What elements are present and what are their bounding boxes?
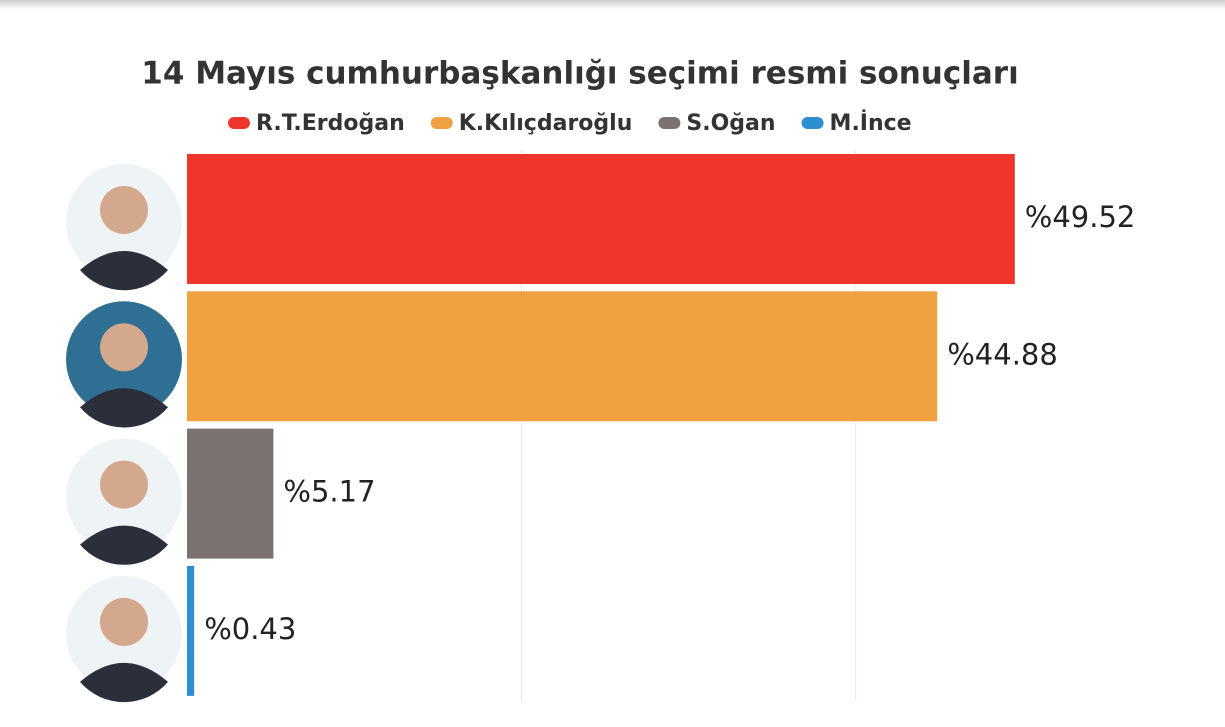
candidate-photo	[66, 301, 182, 428]
value-label: %44.88	[947, 337, 1058, 371]
bar	[187, 428, 274, 559]
candidate-photo	[66, 164, 182, 291]
bar	[187, 154, 1015, 284]
photo-head	[100, 597, 148, 646]
photo-head	[100, 186, 148, 234]
legend-swatch	[430, 117, 453, 129]
bar	[187, 291, 938, 422]
legend-label: M.İnce	[830, 110, 912, 136]
candidate-photo	[66, 575, 182, 703]
legend-item: R.T.Erdoğan	[228, 111, 405, 136]
legend-swatch	[228, 117, 250, 129]
photo-head	[100, 323, 148, 372]
photo-head	[100, 460, 148, 509]
legend-item: K.Kılıçdaroğlu	[430, 111, 633, 136]
value-label: %49.52	[1025, 200, 1136, 234]
legend-item: M.İnce	[801, 110, 912, 136]
candidate-photo	[66, 438, 182, 565]
legend: R.T.Erdoğan K.Kılıçdaroğlu S.Oğan M.İnce	[228, 110, 912, 136]
rows: %49.52 %44.88 %5.17 %0.43	[66, 154, 1136, 703]
photo-body	[80, 662, 168, 703]
photo-body	[80, 525, 168, 565]
legend-label: R.T.Erdoğan	[256, 111, 405, 136]
photo-body	[80, 388, 168, 428]
legend-item: S.Oğan	[658, 111, 776, 136]
bar	[187, 565, 195, 696]
legend-swatch	[658, 117, 681, 129]
legend-label: K.Kılıçdaroğlu	[459, 111, 633, 136]
top-shadow	[0, 0, 1225, 10]
photo-body	[80, 251, 168, 291]
chart-title: 14 Mayıs cumhurbaşkanlığı seçimi resmi s…	[141, 56, 1018, 92]
legend-label: S.Oğan	[686, 111, 775, 136]
legend-swatch	[801, 117, 824, 129]
value-label: %0.43	[204, 612, 296, 646]
value-label: %5.17	[283, 475, 375, 509]
